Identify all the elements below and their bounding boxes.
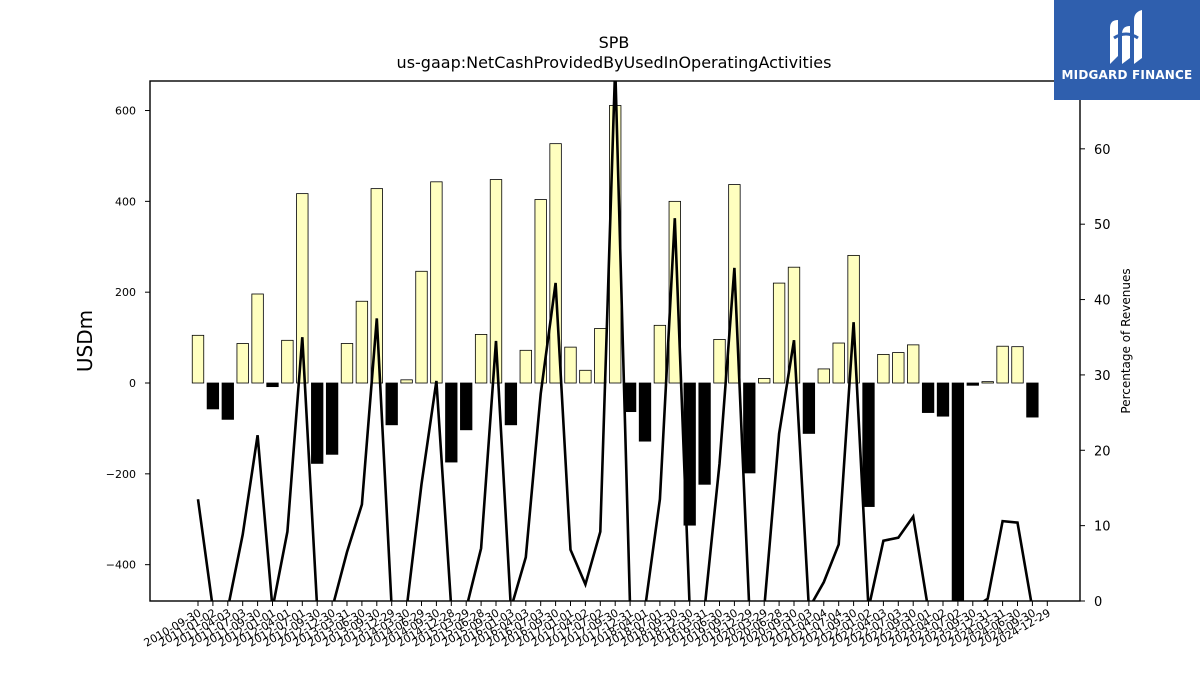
bar: [504, 382, 518, 426]
bar: [981, 381, 994, 384]
bar: [832, 342, 845, 384]
bar: [772, 282, 786, 384]
brand-logo: MIDGARD FINANCE: [1054, 0, 1200, 100]
bar: [445, 382, 458, 463]
y2-tick-label: 0: [1094, 595, 1102, 610]
plot-series: [191, 81, 1039, 601]
bar: [415, 270, 428, 384]
y-tick-label: 600: [115, 105, 136, 118]
chart-subtitle: us-gaap:NetCashProvidedByUsedInOperating…: [397, 53, 832, 72]
bar: [951, 382, 965, 601]
y2-axis-label: Percentage of Revenues: [1119, 268, 1133, 413]
bar: [713, 339, 726, 384]
y-tick-label: 0: [129, 377, 136, 390]
bar: [489, 179, 503, 384]
bar: [385, 382, 398, 426]
y2-tick-label: 40: [1094, 294, 1111, 309]
y2-tick-label: 10: [1094, 520, 1111, 535]
bar: [653, 324, 667, 384]
bar: [355, 300, 369, 384]
y-axis-label: USDm: [73, 310, 97, 372]
bar: [474, 334, 488, 384]
bar: [340, 343, 354, 384]
bar: [325, 382, 339, 455]
bar: [534, 199, 547, 384]
plot-area: −400−200020040060001020304050602010-09-3…: [106, 80, 1111, 650]
bar: [251, 293, 264, 384]
bar: [519, 349, 532, 384]
bar: [638, 382, 652, 442]
bar: [802, 382, 816, 434]
bar: [936, 382, 950, 417]
bar: [1011, 346, 1024, 384]
y-tick-label: −400: [106, 559, 136, 572]
bar: [907, 344, 920, 384]
bar: [296, 193, 309, 384]
bar: [1026, 382, 1039, 418]
y-tick-label: 200: [115, 286, 136, 299]
bar: [892, 352, 905, 384]
y-tick-label: −200: [106, 468, 136, 481]
chart-title: SPB: [599, 33, 630, 52]
bar: [698, 382, 711, 485]
bar: [787, 266, 801, 384]
y2-tick-label: 50: [1094, 218, 1111, 233]
bar: [921, 382, 935, 413]
bar: [221, 382, 234, 420]
bar: [236, 343, 249, 384]
series-line: [196, 81, 1033, 601]
bar: [191, 334, 205, 384]
y2-tick-label: 60: [1094, 143, 1111, 158]
bar: [266, 382, 279, 388]
bar: [758, 378, 771, 384]
bar: [206, 382, 220, 410]
bar: [281, 339, 294, 384]
bar: [430, 181, 443, 384]
y2-tick-label: 20: [1094, 444, 1111, 459]
bar: [549, 143, 562, 384]
bar: [668, 200, 681, 384]
logo-mark-icon: [1110, 10, 1142, 64]
logo-text: MIDGARD FINANCE: [1061, 68, 1193, 82]
bar: [862, 382, 875, 507]
bar: [311, 382, 324, 464]
bar: [996, 345, 1009, 384]
y2-tick-label: 30: [1094, 369, 1111, 384]
bar: [623, 382, 637, 413]
bar: [564, 346, 577, 384]
bar: [743, 382, 756, 474]
bar: [966, 382, 979, 386]
bar: [460, 382, 473, 431]
bar: [847, 254, 860, 384]
bar: [817, 368, 830, 384]
bar: [370, 188, 383, 384]
y-tick-label: 400: [115, 195, 136, 208]
bar: [400, 379, 413, 384]
bar: [579, 369, 592, 384]
bar: [877, 353, 890, 384]
